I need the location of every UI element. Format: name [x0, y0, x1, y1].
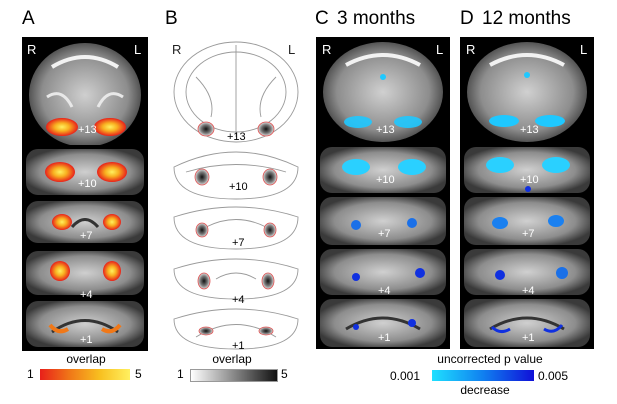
panel-b-side-left: L	[288, 42, 296, 57]
panel-a-colorbar	[40, 369, 130, 380]
panel-d-side-right: R	[466, 42, 476, 57]
panel-c-side-left: L	[436, 42, 444, 57]
panel-a-legend-title: overlap	[66, 352, 106, 366]
panel-c-slice-13: +13	[376, 124, 395, 136]
pvalue-legend-max: 0.005	[538, 369, 569, 383]
slice-a-13	[29, 43, 141, 147]
slice-c-10	[320, 147, 446, 193]
pvalue-legend-sub: decrease	[460, 383, 510, 397]
panel-a-legend-min: 1	[27, 367, 34, 381]
panel-b-side-right: R	[172, 42, 182, 57]
panel-b-slice-10: +10	[229, 181, 248, 193]
pvalue-legend-min: 0.001	[390, 369, 421, 383]
panel-a-side-left: L	[134, 42, 142, 57]
panel-c-slice-7: +7	[378, 228, 391, 240]
panel-d-slice-13: +13	[520, 124, 539, 136]
slice-d-13	[467, 42, 587, 142]
panel-c-slice-10: +10	[376, 174, 395, 186]
panel-letter-a: A	[22, 8, 35, 29]
panel-d-slice-4: +4	[522, 285, 535, 297]
panel-letter-c: C	[315, 8, 329, 29]
slice-c-1	[320, 299, 446, 347]
slice-a-1	[26, 301, 144, 347]
panel-a-image	[22, 37, 148, 351]
slice-d-7	[464, 197, 590, 245]
panel-a-slice-13: +13	[78, 124, 97, 136]
slice-b-13	[173, 41, 299, 143]
slice-a-7	[26, 201, 144, 243]
panel-letter-b: B	[165, 8, 178, 29]
slice-c-13	[323, 42, 443, 142]
slice-a-4	[26, 251, 144, 295]
slice-b-7	[173, 206, 299, 250]
pvalue-legend-title: uncorrected p value	[437, 352, 543, 366]
panel-b-legend-title: overlap	[212, 352, 252, 366]
panel-b-legend-min: 1	[177, 367, 184, 381]
slice-c-4	[320, 249, 446, 295]
panel-d-slice-10: +10	[520, 174, 539, 186]
panel-a-side-right: R	[27, 42, 37, 57]
panel-b-colorbar	[190, 369, 278, 382]
slice-d-4	[464, 249, 590, 295]
slice-a-10	[26, 149, 144, 195]
panel-d-side-left: L	[580, 42, 588, 57]
slice-b-4	[173, 258, 299, 300]
panel-b-slice-13: +13	[227, 131, 246, 143]
panel-letter-d: D	[460, 8, 474, 29]
panel-a-slice-7: +7	[80, 230, 93, 242]
panel-d-image	[460, 37, 594, 349]
slice-d-1	[464, 299, 590, 347]
panel-a-slice-1: +1	[80, 334, 93, 346]
slice-b-10	[173, 151, 299, 200]
panel-a-legend-max: 5	[135, 367, 142, 381]
panel-b-slice-7: +7	[232, 237, 245, 249]
panel-d-slice-7: +7	[522, 228, 535, 240]
pvalue-colorbar	[432, 370, 534, 381]
panel-b-legend-max: 5	[281, 367, 288, 381]
slice-c-7	[320, 197, 446, 245]
panel-c-side-right: R	[322, 42, 332, 57]
panel-c-image	[316, 37, 450, 349]
panel-c-slice-4: +4	[378, 285, 391, 297]
panel-title-c: 3 months	[337, 8, 416, 29]
panel-a-slice-4: +4	[80, 289, 93, 301]
slice-d-10	[464, 147, 590, 193]
panel-b-image	[173, 41, 299, 350]
panel-b-slice-4: +4	[232, 294, 245, 306]
panel-d-slice-1: +1	[522, 332, 535, 344]
panel-a-slice-10: +10	[78, 178, 97, 190]
panel-title-d: 12 months	[482, 8, 571, 29]
panel-b-slice-1: +1	[232, 340, 245, 352]
panel-c-slice-1: +1	[378, 332, 391, 344]
